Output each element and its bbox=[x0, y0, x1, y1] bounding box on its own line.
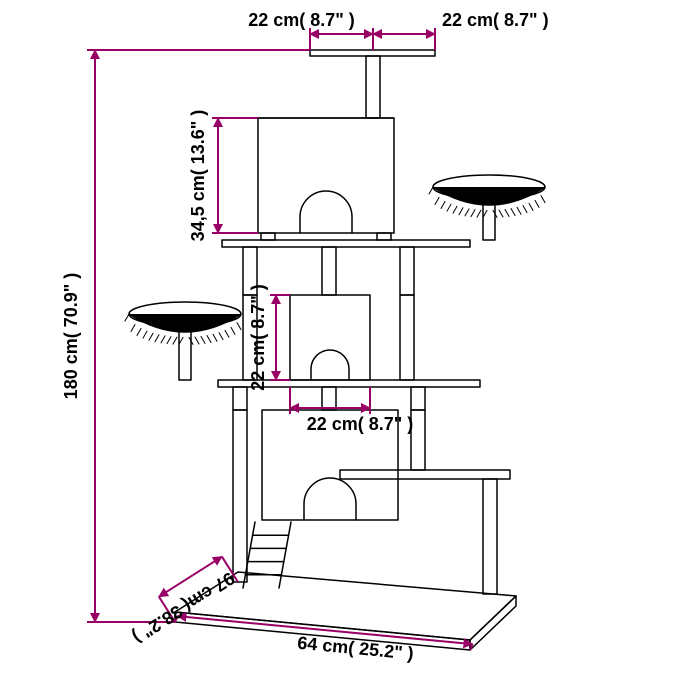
dim-top-left: 22 cm( 8.7" ) bbox=[248, 10, 355, 30]
dim-total-height: 180 cm( 70.9" ) bbox=[61, 273, 81, 400]
technical-drawing-canvas: 180 cm( 70.9" ) 34,5 cm( 13.6" ) 22 cm( 8.… bbox=[0, 0, 700, 700]
dim-box2-height: 22 cm( 8.7" ) bbox=[248, 284, 268, 391]
dim-box2-width: 22 cm( 8.7" ) bbox=[307, 414, 414, 434]
dim-box1-height: 34,5 cm( 13.6" ) bbox=[188, 110, 208, 242]
dim-top-right: 22 cm( 8.7" ) bbox=[442, 10, 549, 30]
